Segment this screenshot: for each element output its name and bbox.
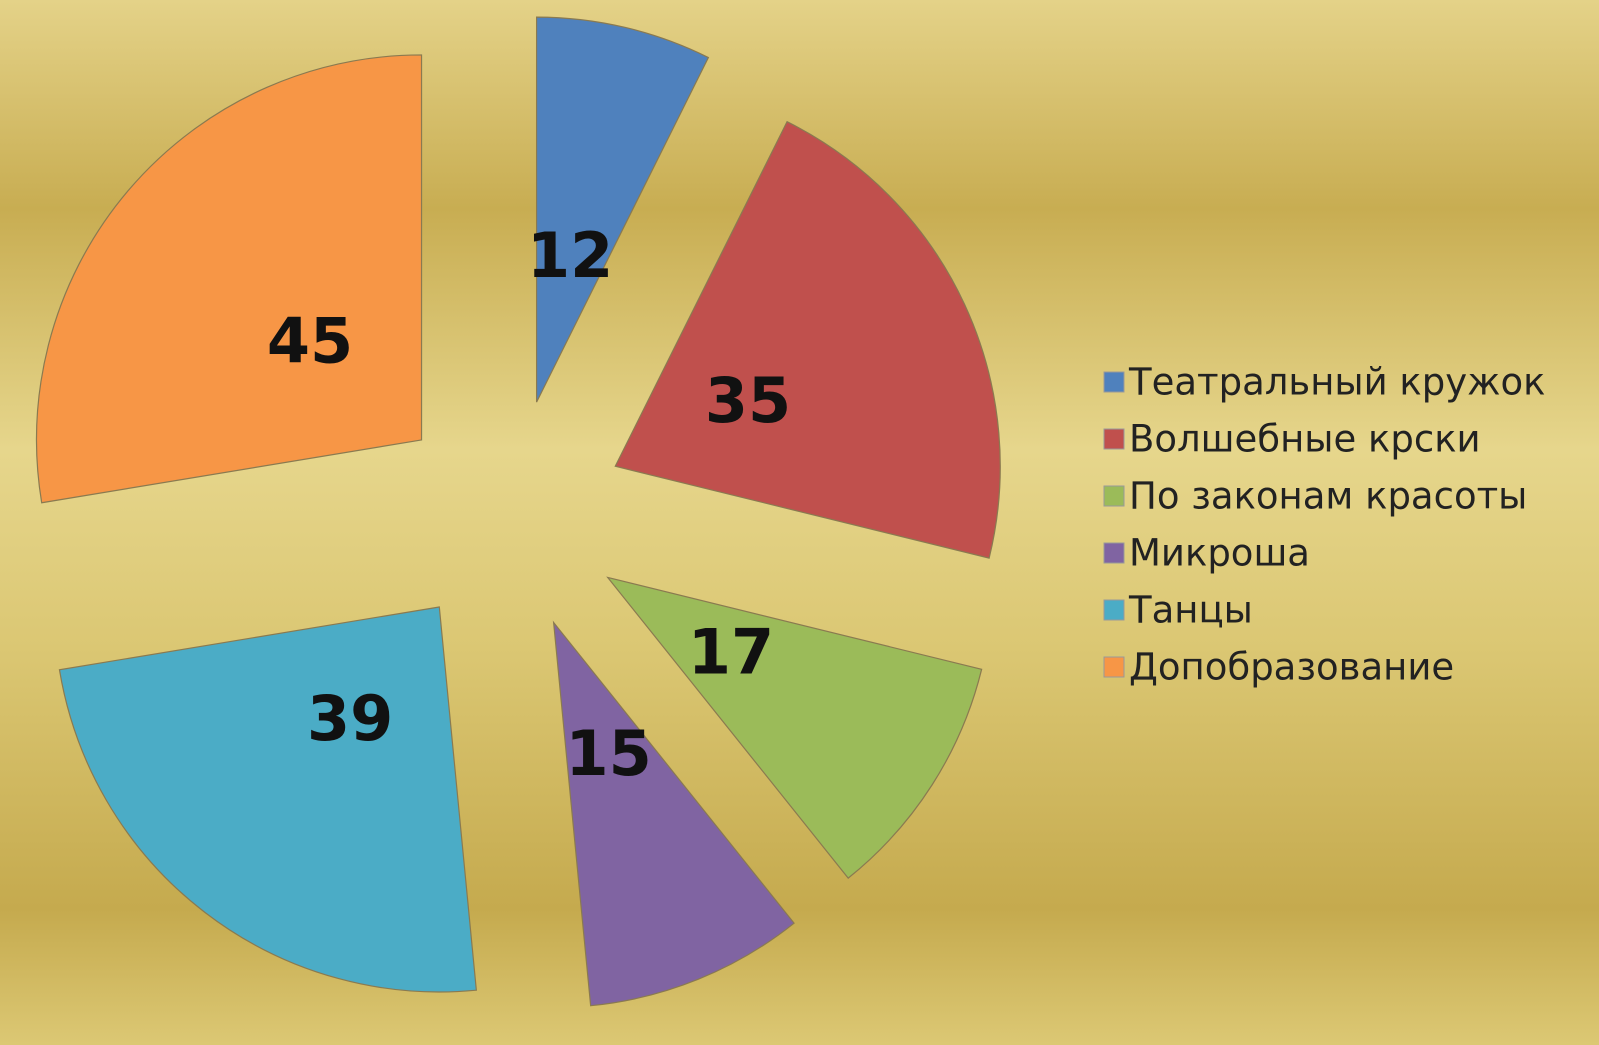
pie-slice [535,16,710,403]
legend-label: Театральный кружок [1128,361,1545,404]
data-labels: 12 35 17 15 39 45 [267,219,791,790]
pie-slice [552,620,795,1007]
pie-slice [614,120,1001,559]
legend-swatch [1103,485,1125,507]
legend-swatch [1103,428,1125,450]
legend-swatch [1103,656,1125,678]
pie-slice [606,576,983,879]
pie-slice [35,54,423,504]
legend-label: Волшебные крски [1129,418,1481,461]
legend-label: Допобразование [1129,646,1454,689]
pie [35,16,1001,1007]
data-label: 12 [527,219,613,292]
data-label: 39 [307,682,393,755]
legend: Театральный кружок Волшебные крски По зако… [1103,361,1545,689]
legend-label: Танцы [1128,589,1253,632]
legend-label: По законам красоты [1129,475,1527,518]
data-label: 17 [688,615,774,688]
legend-swatch [1103,599,1125,621]
pie-slice [58,606,478,993]
legend-swatch [1103,371,1125,393]
data-label: 15 [565,717,651,790]
legend-swatch [1103,542,1125,564]
data-label: 35 [705,364,791,437]
legend-label: Микроша [1129,532,1310,575]
data-label: 45 [267,304,353,377]
